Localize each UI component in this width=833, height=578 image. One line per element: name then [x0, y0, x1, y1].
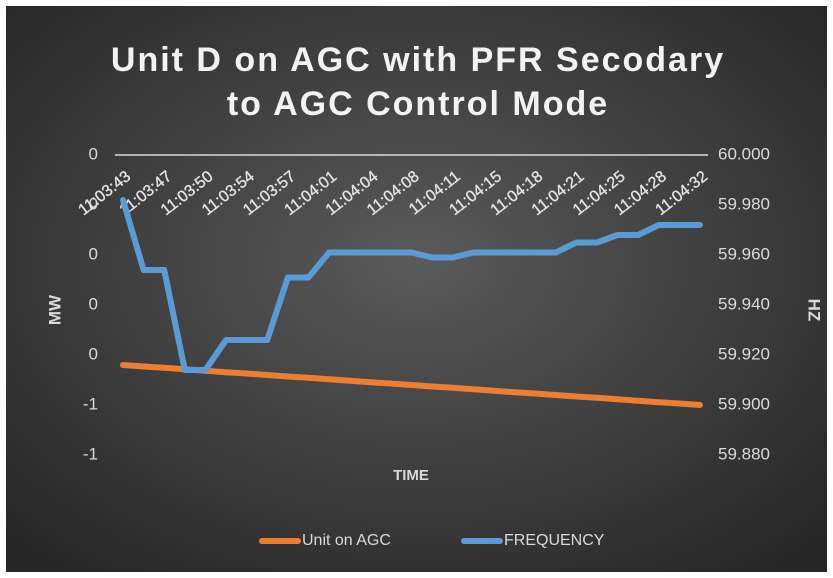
legend-label: FREQUENCY — [504, 532, 605, 549]
y-tick-label: -1 — [83, 444, 98, 463]
series-line — [120, 362, 703, 408]
chart-background — [6, 6, 827, 572]
legend-label: Unit on AGC — [302, 532, 391, 549]
y2-tick-label: 59.980 — [718, 194, 770, 213]
y-tick-label: -1 — [83, 394, 98, 413]
chart-title: to AGC Control Mode — [227, 85, 609, 123]
y-tick-label: 0 — [89, 194, 98, 213]
x-axis-title: TIME — [393, 467, 429, 484]
y2-axis-title: HZ — [805, 299, 824, 322]
chart-title: Unit D on AGC with PFR Secodary — [111, 41, 725, 79]
y2-tick-label: 60.000 — [718, 144, 770, 163]
y-tick-label: 0 — [89, 344, 98, 363]
y2-tick-label: 59.940 — [718, 294, 770, 313]
y-axis-title: MW — [45, 294, 64, 325]
y2-tick-label: 59.900 — [718, 394, 770, 413]
y2-tick-label: 59.880 — [718, 444, 770, 463]
y-tick-label: 0 — [89, 244, 98, 263]
y-tick-label: 0 — [89, 144, 98, 163]
y2-tick-label: 59.920 — [718, 344, 770, 363]
series-line — [120, 197, 703, 373]
y-tick-label: 0 — [89, 294, 98, 313]
y2-tick-label: 59.960 — [718, 244, 770, 263]
